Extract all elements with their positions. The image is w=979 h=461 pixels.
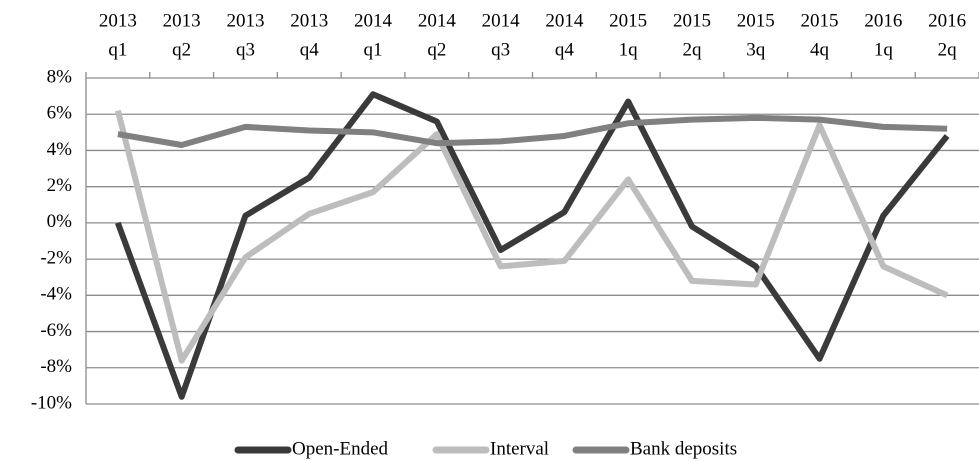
y-tick-label: 2%	[47, 175, 73, 196]
x-tick-label: q3	[236, 39, 255, 60]
data-line	[117, 114, 948, 149]
y-tick-label: -6%	[40, 320, 72, 341]
y-tick-label: 4%	[47, 139, 73, 160]
x-tick-label: q4	[555, 39, 575, 60]
x-tick-label: 2013	[226, 10, 264, 31]
y-tick-label: -8%	[40, 356, 72, 377]
x-tick-label: 2013	[163, 10, 201, 31]
legend-label: Interval	[490, 438, 549, 459]
x-tick-label: 2013	[99, 10, 137, 31]
x-tick-label: q1	[108, 39, 127, 60]
x-tick-label: 2014	[545, 10, 584, 31]
data-line	[115, 91, 950, 400]
x-tick-label: 2016	[864, 10, 902, 31]
y-tick-label: -10%	[31, 392, 72, 413]
x-tick-label: 2014	[418, 10, 457, 31]
x-tick-label: 2013	[290, 10, 328, 31]
x-tick-label: q4	[300, 39, 320, 60]
x-tick-label: q3	[491, 39, 510, 60]
x-tick-label: 3q	[746, 39, 766, 60]
x-tick-label: 2014	[354, 10, 393, 31]
x-tick-label: 2016	[928, 10, 966, 31]
x-tick-label: 1q	[874, 39, 894, 60]
x-tick-label: q2	[172, 39, 191, 60]
y-tick-label: 6%	[47, 103, 73, 124]
x-tick-label: q2	[427, 39, 446, 60]
x-tick-label: q1	[364, 39, 383, 60]
data-line	[114, 109, 949, 364]
x-tick-label: 2014	[482, 10, 521, 31]
x-tick-label: 2015	[609, 10, 647, 31]
legend-label: Bank deposits	[630, 438, 737, 459]
legend-label: Open-Ended	[292, 438, 389, 459]
x-tick-label: 1q	[619, 39, 639, 60]
y-tick-label: -2%	[40, 247, 72, 268]
x-tick-label: 2q	[938, 39, 958, 60]
x-tick-label: 2015	[801, 10, 839, 31]
x-tick-label: 2015	[737, 10, 775, 31]
y-tick-label: 8%	[47, 66, 73, 87]
x-tick-label: 2015	[673, 10, 711, 31]
y-tick-label: -4%	[40, 284, 72, 305]
x-tick-label: 4q	[810, 39, 830, 60]
y-tick-label: 0%	[47, 211, 73, 232]
x-tick-label: 2q	[682, 39, 702, 60]
